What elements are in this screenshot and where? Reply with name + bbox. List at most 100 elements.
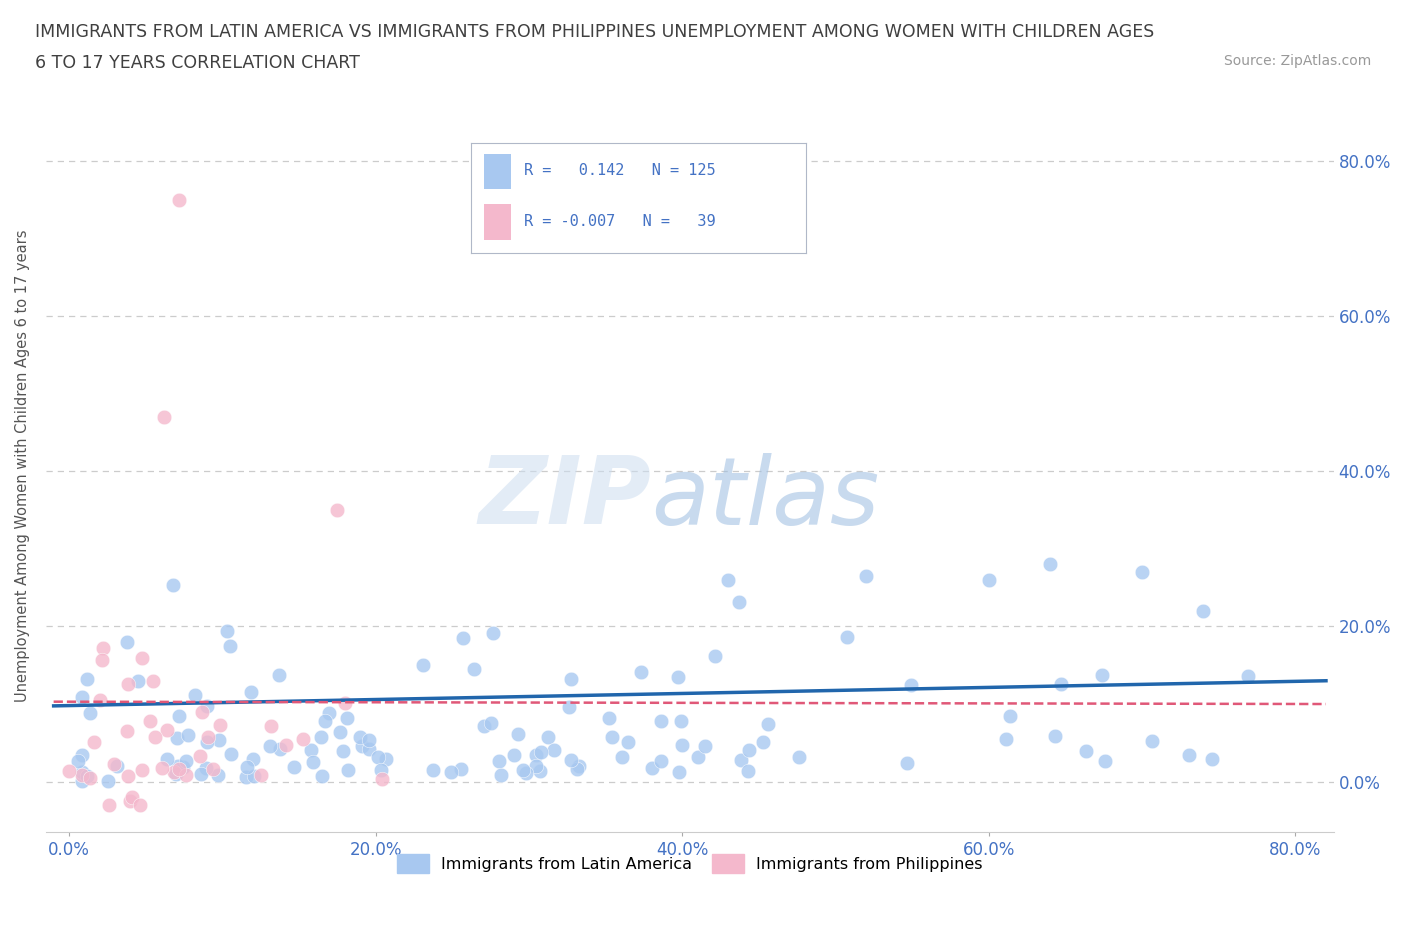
Point bbox=[900, 678, 922, 693]
Point bbox=[153, 409, 176, 424]
Point bbox=[332, 743, 354, 758]
Legend: Immigrants from Latin America, Immigrants from Philippines: Immigrants from Latin America, Immigrant… bbox=[391, 848, 990, 879]
Point bbox=[357, 732, 380, 747]
Text: ZIP: ZIP bbox=[478, 452, 651, 544]
Point bbox=[208, 718, 231, 733]
Point bbox=[70, 773, 93, 788]
Point bbox=[472, 718, 495, 733]
Point bbox=[1201, 751, 1223, 766]
Point bbox=[267, 668, 290, 683]
Point bbox=[117, 724, 139, 738]
Y-axis label: Unemployment Among Women with Children Ages 6 to 17 years: Unemployment Among Women with Children A… bbox=[15, 229, 30, 701]
Point bbox=[506, 726, 529, 741]
Point bbox=[526, 759, 548, 774]
Text: atlas: atlas bbox=[651, 453, 879, 544]
Point bbox=[103, 757, 125, 772]
Point bbox=[370, 771, 392, 786]
Point bbox=[728, 594, 751, 609]
Point bbox=[79, 771, 101, 786]
Point bbox=[489, 767, 512, 782]
Point bbox=[1043, 728, 1066, 743]
Point bbox=[260, 718, 283, 733]
Point bbox=[259, 738, 281, 753]
Point bbox=[686, 750, 709, 764]
Point bbox=[737, 764, 759, 778]
Point bbox=[172, 760, 194, 775]
Point bbox=[666, 670, 689, 684]
Point bbox=[105, 759, 128, 774]
Point bbox=[311, 769, 333, 784]
Point bbox=[835, 630, 858, 644]
Point bbox=[169, 709, 191, 724]
Point bbox=[169, 762, 191, 777]
Point bbox=[352, 738, 374, 753]
Point bbox=[337, 763, 360, 777]
Point bbox=[131, 650, 153, 665]
Point bbox=[70, 764, 93, 779]
Point bbox=[1142, 734, 1164, 749]
Point bbox=[1039, 557, 1062, 572]
Point bbox=[512, 763, 534, 777]
Point bbox=[717, 573, 740, 588]
Point bbox=[336, 711, 359, 725]
Point bbox=[752, 735, 775, 750]
Point bbox=[76, 671, 98, 686]
Point bbox=[994, 731, 1017, 746]
Point bbox=[568, 759, 591, 774]
Point bbox=[1130, 565, 1153, 579]
Text: 6 TO 17 YEARS CORRELATION CHART: 6 TO 17 YEARS CORRELATION CHART bbox=[35, 54, 360, 72]
Point bbox=[142, 673, 165, 688]
Point bbox=[58, 764, 80, 778]
Point bbox=[89, 692, 111, 707]
Point bbox=[1192, 604, 1215, 618]
Point bbox=[529, 745, 551, 760]
Point bbox=[503, 748, 526, 763]
Point bbox=[329, 724, 352, 739]
Point bbox=[90, 653, 112, 668]
Point bbox=[314, 714, 336, 729]
Point bbox=[695, 738, 717, 753]
Point bbox=[207, 767, 229, 782]
Point bbox=[787, 750, 810, 764]
Point bbox=[598, 711, 620, 725]
Point bbox=[70, 767, 93, 782]
Point bbox=[758, 716, 780, 731]
Point bbox=[169, 193, 191, 207]
Point bbox=[242, 768, 264, 783]
Point bbox=[450, 762, 472, 777]
Point bbox=[671, 737, 693, 752]
Point bbox=[190, 766, 212, 781]
Point bbox=[630, 664, 652, 679]
Point bbox=[215, 623, 238, 638]
Point bbox=[115, 635, 138, 650]
Point bbox=[335, 696, 357, 711]
Point bbox=[194, 760, 217, 775]
Point bbox=[560, 752, 582, 767]
Point bbox=[529, 764, 551, 778]
Point bbox=[97, 798, 120, 813]
Point bbox=[239, 684, 262, 699]
Point bbox=[302, 754, 325, 769]
Point bbox=[127, 673, 149, 688]
Point bbox=[96, 773, 118, 788]
Point bbox=[117, 677, 139, 692]
Point bbox=[488, 754, 510, 769]
Point bbox=[93, 641, 115, 656]
Point bbox=[537, 729, 560, 744]
Point bbox=[176, 767, 198, 782]
Point bbox=[482, 625, 505, 640]
Point bbox=[274, 737, 297, 752]
Point bbox=[76, 769, 98, 784]
Point bbox=[235, 770, 257, 785]
Point bbox=[515, 766, 537, 781]
Text: IMMIGRANTS FROM LATIN AMERICA VS IMMIGRANTS FROM PHILIPPINES UNEMPLOYMENT AMONG : IMMIGRANTS FROM LATIN AMERICA VS IMMIGRA… bbox=[35, 23, 1154, 41]
Point bbox=[143, 729, 166, 744]
Point bbox=[197, 730, 219, 745]
Point bbox=[79, 706, 101, 721]
Point bbox=[977, 573, 1000, 588]
Point bbox=[184, 687, 207, 702]
Point bbox=[367, 749, 389, 764]
Point bbox=[139, 713, 162, 728]
Point bbox=[558, 700, 581, 715]
Point bbox=[560, 671, 582, 686]
